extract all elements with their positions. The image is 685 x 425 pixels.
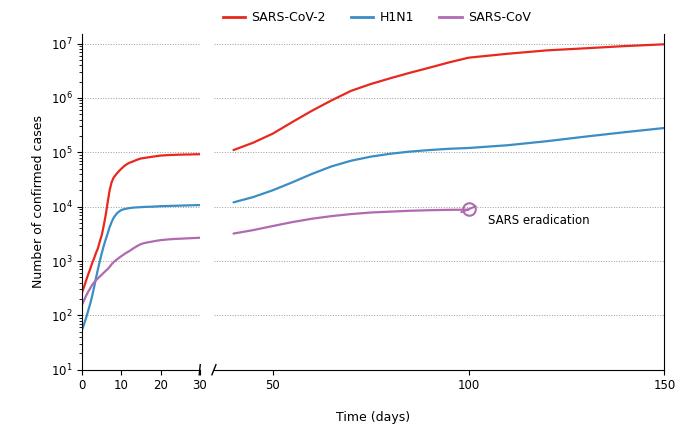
Y-axis label: Number of confirmed cases: Number of confirmed cases	[32, 115, 45, 289]
Text: SARS eradication: SARS eradication	[488, 214, 590, 227]
Text: Time (days): Time (days)	[336, 411, 410, 424]
Legend: SARS-CoV-2, H1N1, SARS-CoV: SARS-CoV-2, H1N1, SARS-CoV	[218, 6, 536, 29]
